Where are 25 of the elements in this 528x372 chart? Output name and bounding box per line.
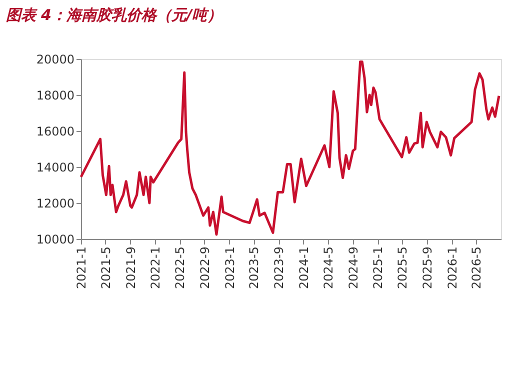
x-tick-label: 2023-5 — [247, 246, 262, 290]
y-tick-label: 12000 — [36, 196, 74, 210]
y-tick-label: 14000 — [36, 160, 74, 174]
x-tick-label: 2025-9 — [420, 246, 435, 290]
y-tick-label: 20000 — [36, 52, 74, 66]
x-tick-label: 2026-5 — [470, 246, 484, 290]
x-tick-label: 2025-5 — [396, 246, 410, 290]
x-tick-label: 2023-9 — [272, 246, 286, 290]
x-tick-label: 2022-5 — [173, 246, 187, 290]
x-tick-label: 2021-1 — [74, 246, 88, 290]
line-series — [80, 60, 500, 236]
chart-title: 图表 4：海南胶乳价格（元/吨） — [6, 6, 222, 24]
x-tick-label: 2022-9 — [198, 246, 212, 290]
x-tick-label: 2021-9 — [124, 246, 138, 290]
x-tick-label: 2026-1 — [445, 246, 460, 290]
y-tick-label: 10000 — [36, 232, 74, 246]
x-tick-label: 2024-9 — [346, 246, 360, 290]
x-tick-label: 2024-1 — [296, 246, 311, 290]
x-tick-label: 2024-5 — [321, 246, 336, 290]
x-tick-label: 2021-5 — [98, 246, 113, 290]
x-tick-label: 2023-1 — [222, 246, 237, 290]
y-tick-label: 18000 — [36, 88, 74, 102]
x-tick-label: 2022-1 — [148, 246, 163, 290]
y-tick-label: 16000 — [36, 124, 74, 138]
x-tick-label: 2025-1 — [371, 246, 386, 290]
